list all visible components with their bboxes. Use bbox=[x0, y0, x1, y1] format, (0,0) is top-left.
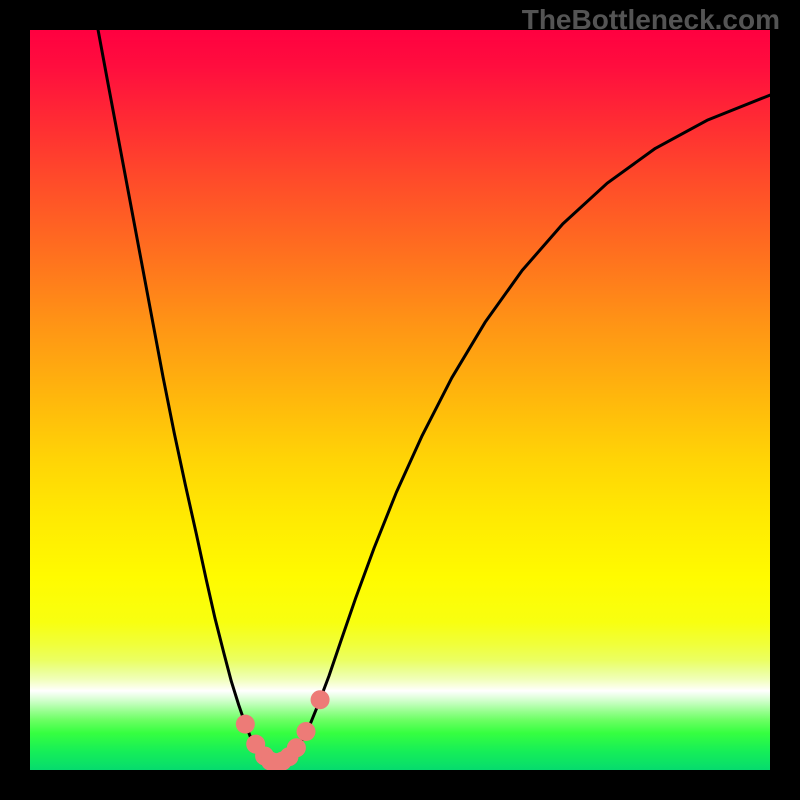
plot-frame bbox=[30, 30, 770, 770]
plot-svg-layer bbox=[30, 30, 770, 770]
bottleneck-curve bbox=[98, 30, 770, 763]
curve-marker bbox=[297, 722, 316, 741]
watermark-text: TheBottleneck.com bbox=[522, 4, 780, 36]
curve-marker bbox=[311, 690, 330, 709]
curve-marker bbox=[287, 738, 306, 757]
curve-marker bbox=[236, 715, 255, 734]
